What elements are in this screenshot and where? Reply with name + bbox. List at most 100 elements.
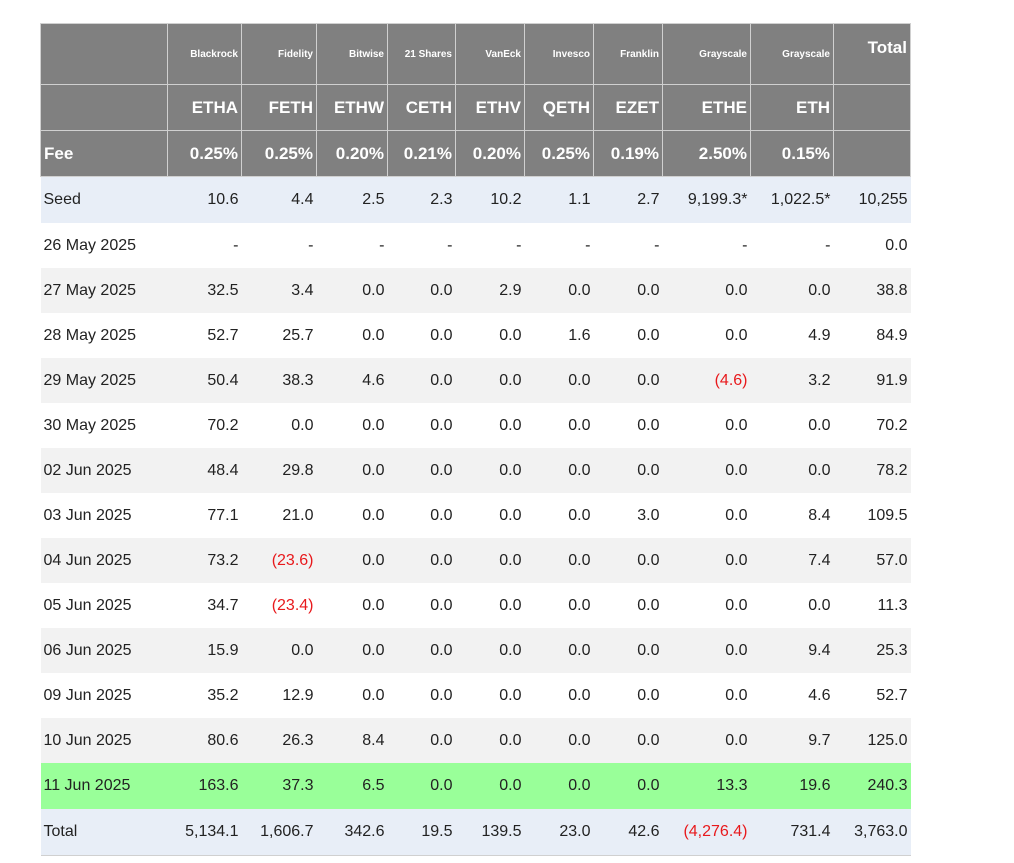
table-cell: 77.1 bbox=[167, 493, 242, 538]
table-cell: 0.0 bbox=[524, 448, 594, 493]
row-label: 04 Jun 2025 bbox=[40, 538, 168, 583]
fee-header-cell: 0.15% bbox=[750, 130, 834, 177]
table-cell: 0.0 bbox=[750, 268, 834, 313]
table-cell: 0.0 bbox=[455, 403, 525, 448]
table-cell: 7.4 bbox=[750, 538, 834, 583]
table-cell: 0.0 bbox=[524, 718, 594, 763]
table-cell: 0.0 bbox=[593, 673, 663, 718]
table-cell: 139.5 bbox=[455, 809, 525, 856]
table-cell: 0.0 bbox=[387, 583, 456, 628]
table-cell: 84.9 bbox=[833, 313, 911, 358]
table-cell: 4.4 bbox=[241, 176, 317, 223]
table-cell: 10.2 bbox=[455, 176, 525, 223]
provider-header-cell: 21 Shares bbox=[387, 23, 456, 85]
table-cell: (4.6) bbox=[662, 358, 751, 403]
row-label: 09 Jun 2025 bbox=[40, 673, 168, 718]
row-label: Total bbox=[40, 809, 168, 856]
provider-header-cell: Grayscale bbox=[750, 23, 834, 85]
table-cell: 0.0 bbox=[387, 673, 456, 718]
table-cell: 0.0 bbox=[387, 358, 456, 403]
table-cell: 240.3 bbox=[833, 763, 911, 809]
table-cell: 29.8 bbox=[241, 448, 317, 493]
table-header: Blackrock Fidelity Bitwise 21 Shares VanEck I… bbox=[40, 23, 911, 177]
table-row: 28 May 2025 52.7 25.7 0.0 0.0 0.0 1.6 0.0 0.0 4.9… bbox=[40, 313, 911, 358]
table-cell: 0.0 bbox=[316, 448, 388, 493]
provider-header-cell: Total bbox=[833, 23, 911, 85]
ticker-header-cell: FETH bbox=[241, 84, 317, 131]
table-cell: 0.0 bbox=[387, 268, 456, 313]
table-cell: 25.3 bbox=[833, 628, 911, 673]
table-cell: 0.0 bbox=[833, 223, 911, 268]
table-cell: 73.2 bbox=[167, 538, 242, 583]
provider-header-cell bbox=[40, 23, 168, 85]
table-cell: 78.2 bbox=[833, 448, 911, 493]
table-cell: 0.0 bbox=[241, 628, 317, 673]
table-row: 02 Jun 2025 48.4 29.8 0.0 0.0 0.0 0.0 0.0 0.0 0.0… bbox=[40, 448, 911, 493]
table-cell: 0.0 bbox=[750, 583, 834, 628]
provider-header-cell: Franklin bbox=[593, 23, 663, 85]
table-row: 10 Jun 2025 80.6 26.3 8.4 0.0 0.0 0.0 0.0 0.0 9.7… bbox=[40, 718, 911, 763]
row-label: 28 May 2025 bbox=[40, 313, 168, 358]
table-cell: 1,022.5* bbox=[750, 176, 834, 223]
table-cell: 0.0 bbox=[316, 628, 388, 673]
ticker-header-cell bbox=[40, 84, 168, 131]
table-cell: 0.0 bbox=[316, 673, 388, 718]
table-row: 27 May 2025 32.5 3.4 0.0 0.0 2.9 0.0 0.0 0.0 0.0 3… bbox=[40, 268, 911, 313]
table-cell: 13.3 bbox=[662, 763, 751, 809]
table-cell: 50.4 bbox=[167, 358, 242, 403]
ticker-header-cell bbox=[833, 84, 911, 131]
table-cell: 0.0 bbox=[593, 628, 663, 673]
table-cell: 5,134.1 bbox=[167, 809, 242, 856]
table-cell: 1.6 bbox=[524, 313, 594, 358]
etf-flow-table: Blackrock Fidelity Bitwise 21 Shares VanEck I… bbox=[40, 23, 911, 856]
table-cell: 0.0 bbox=[455, 673, 525, 718]
table-cell: 0.0 bbox=[524, 673, 594, 718]
table-cell: 70.2 bbox=[833, 403, 911, 448]
table-cell: 0.0 bbox=[387, 538, 456, 583]
table-cell: 3.4 bbox=[241, 268, 317, 313]
table-cell: 42.6 bbox=[593, 809, 663, 856]
table-cell: 0.0 bbox=[455, 583, 525, 628]
table-cell: 4.9 bbox=[750, 313, 834, 358]
provider-header-cell: Blackrock bbox=[167, 23, 242, 85]
highlighted-row: 11 Jun 2025 163.6 37.3 6.5 0.0 0.0 0.0 0.0 13.3 1… bbox=[40, 763, 911, 809]
fee-header-cell: 0.25% bbox=[241, 130, 317, 177]
table-cell: 731.4 bbox=[750, 809, 834, 856]
table-cell: - bbox=[316, 223, 388, 268]
table-cell: 0.0 bbox=[593, 583, 663, 628]
table-cell: 0.0 bbox=[750, 403, 834, 448]
table-cell: 57.0 bbox=[833, 538, 911, 583]
table-cell: 9.7 bbox=[750, 718, 834, 763]
row-label: 06 Jun 2025 bbox=[40, 628, 168, 673]
table-cell: 0.0 bbox=[593, 448, 663, 493]
table-cell: 0.0 bbox=[455, 628, 525, 673]
table-cell: 3.0 bbox=[593, 493, 663, 538]
fee-header-cell: 0.25% bbox=[524, 130, 594, 177]
table-cell: 11.3 bbox=[833, 583, 911, 628]
table-cell: 38.3 bbox=[241, 358, 317, 403]
table-row: 09 Jun 2025 35.2 12.9 0.0 0.0 0.0 0.0 0.0 0.0 4.6… bbox=[40, 673, 911, 718]
table-cell: 0.0 bbox=[662, 493, 751, 538]
table-row: 05 Jun 2025 34.7 (23.4) 0.0 0.0 0.0 0.0 0.0 0.0 0… bbox=[40, 583, 911, 628]
table-cell: 6.5 bbox=[316, 763, 388, 809]
ticker-header-cell: ETHE bbox=[662, 84, 751, 131]
table-cell: 4.6 bbox=[750, 673, 834, 718]
table-cell: 0.0 bbox=[316, 403, 388, 448]
table-cell: 19.5 bbox=[387, 809, 456, 856]
table-cell: 0.0 bbox=[524, 493, 594, 538]
table-cell: 0.0 bbox=[455, 313, 525, 358]
table-cell: 0.0 bbox=[662, 268, 751, 313]
fee-header-cell: 0.19% bbox=[593, 130, 663, 177]
table-cell: (23.6) bbox=[241, 538, 317, 583]
table-cell: 4.6 bbox=[316, 358, 388, 403]
table-cell: 10.6 bbox=[167, 176, 242, 223]
table-cell: 0.0 bbox=[455, 448, 525, 493]
fee-header-cell: 2.50% bbox=[662, 130, 751, 177]
table-row: 04 Jun 2025 73.2 (23.6) 0.0 0.0 0.0 0.0 0.0 0.0 7… bbox=[40, 538, 911, 583]
fee-header-cell: 0.20% bbox=[455, 130, 525, 177]
table-cell: 0.0 bbox=[316, 313, 388, 358]
table-cell: 37.3 bbox=[241, 763, 317, 809]
table-row: 26 May 2025- - - - - - - - -0.0 bbox=[40, 223, 911, 268]
table-cell: 0.0 bbox=[316, 538, 388, 583]
table-row: 29 May 2025 50.4 38.3 4.6 0.0 0.0 0.0 0.0 (4.6) 3… bbox=[40, 358, 911, 403]
